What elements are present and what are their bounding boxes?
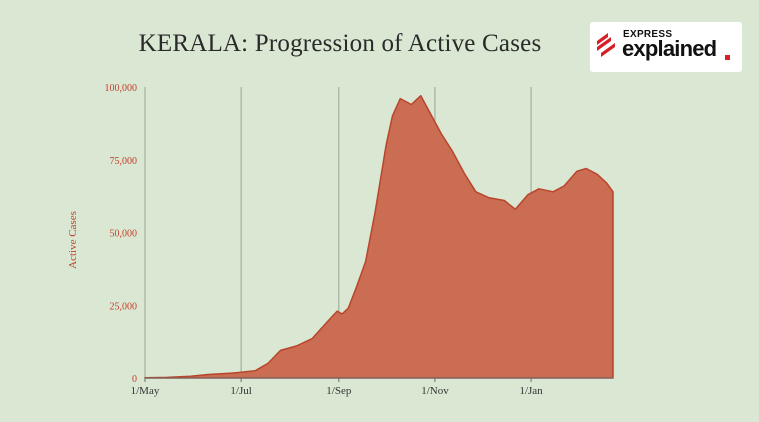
logo-explained-text: explained — [622, 36, 717, 61]
logo-mark-icon — [597, 33, 615, 57]
chart-title: KERALA: Progression of Active Cases — [138, 30, 542, 57]
x-tick-label: 1/May — [131, 385, 160, 397]
x-tick-label: 1/Sep — [326, 385, 352, 397]
y-tick-label: 25,000 — [110, 301, 138, 312]
y-tick-label: 50,000 — [110, 229, 138, 240]
x-tick-label: 1/Jan — [519, 385, 543, 397]
y-tick-label: 100,000 — [105, 83, 138, 94]
y-tick-label: 75,000 — [110, 156, 138, 167]
y-tick-label: 0 — [132, 374, 137, 385]
active-cases-area — [144, 94, 614, 379]
logo-express-text: EXPRESS — [623, 29, 673, 40]
logo-red-dot — [725, 55, 730, 60]
x-tick-label: 1/Jul — [230, 385, 251, 397]
x-tick-label: 1/Nov — [421, 385, 449, 397]
axis-layer: 0 25,000 50,000 75,000 100,000 1/May 1/Jul 1/Se… — [105, 83, 613, 397]
express-explained-logo: EXPRESS explained — [590, 22, 742, 72]
y-axis-label: Active Cases — [67, 211, 79, 269]
